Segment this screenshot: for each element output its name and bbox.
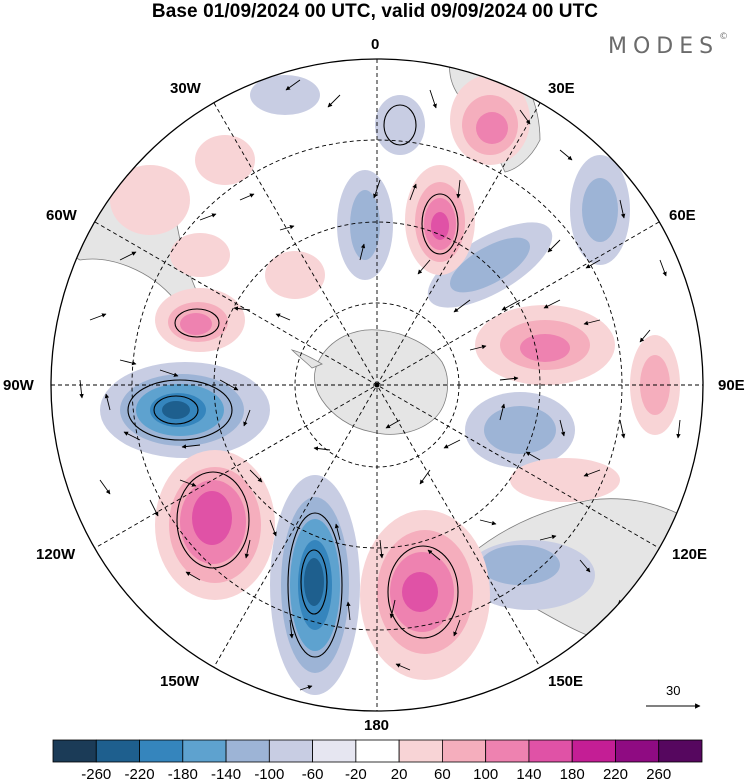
map-boundary <box>50 58 704 712</box>
colorbar-swatch <box>485 739 530 763</box>
colorbar <box>52 739 703 763</box>
colorbar-swatch <box>312 739 357 763</box>
lon-label-150w: 150W <box>160 673 200 690</box>
lon-label-150e: 150E <box>548 673 584 690</box>
colorbar-swatch <box>528 739 573 763</box>
low-anomaly-90w <box>100 362 270 458</box>
lon-label-60w: 60W <box>46 207 77 224</box>
lon-label-30w: 30W <box>170 80 201 97</box>
wind-vectors <box>79 79 681 691</box>
map-disc <box>51 59 703 711</box>
lon-label-120w: 120W <box>36 546 76 563</box>
high-anomaly-160e <box>360 510 490 680</box>
brand-name: MODES <box>608 34 720 59</box>
colorbar-tick-label: -180 <box>167 766 198 783</box>
antarctica-land <box>314 329 448 435</box>
colorbar-tick-label: 220 <box>602 766 628 783</box>
colorbar-tick-label: 60 <box>434 766 451 783</box>
colorbar-tick-label: -20 <box>345 766 367 783</box>
colorbar-tick-label: -60 <box>301 766 324 783</box>
colorbar-swatch <box>182 739 227 763</box>
contour-lines <box>127 104 459 658</box>
lon-label-30e: 30E <box>548 80 575 97</box>
lon-label-0: 0 <box>371 36 380 53</box>
colorbar-swatch <box>139 739 184 763</box>
colorbar-tick-label: 100 <box>473 766 499 783</box>
colorbar-swatch <box>52 739 97 763</box>
page-title: Base 01/09/2024 00 UTC, valid 09/09/2024… <box>151 1 599 22</box>
colorbar-swatch <box>571 739 616 763</box>
colorbar-tick-label: -100 <box>254 766 285 783</box>
brand-logo: MODES© <box>608 32 729 59</box>
lon-label-120e: 120E <box>672 546 708 563</box>
colorbar-tick-label: -220 <box>124 766 155 783</box>
colorbar-tick-label: 260 <box>646 766 672 783</box>
low-anomaly-170w <box>270 475 360 695</box>
colorbar-swatch <box>225 739 270 763</box>
antarctic-peninsula-land <box>290 349 323 369</box>
colorbar-swatch <box>95 739 140 763</box>
reference-vector-label: 30 <box>666 683 681 698</box>
colorbar-tick-label: 180 <box>559 766 585 783</box>
lon-label-60e: 60E <box>669 207 696 224</box>
lon-label-90e: 90E <box>718 377 745 394</box>
colorbar-tick-label: 140 <box>516 766 542 783</box>
colorbar-swatch <box>441 739 487 763</box>
copyright-mark: © <box>719 32 729 42</box>
colorbar-swatch <box>355 739 400 763</box>
lon-label-90w: 90W <box>3 377 34 394</box>
colorbar-tick-label: 20 <box>390 766 408 783</box>
colorbar-swatch <box>268 739 314 763</box>
lon-label-180: 180 <box>364 717 390 734</box>
colorbar-tick-label: -140 <box>211 766 242 783</box>
colorbar-swatch <box>398 739 443 763</box>
colorbar-tick-label: -260 <box>81 766 112 783</box>
colorbar-swatch <box>658 739 703 763</box>
colorbar-swatch <box>615 739 660 763</box>
